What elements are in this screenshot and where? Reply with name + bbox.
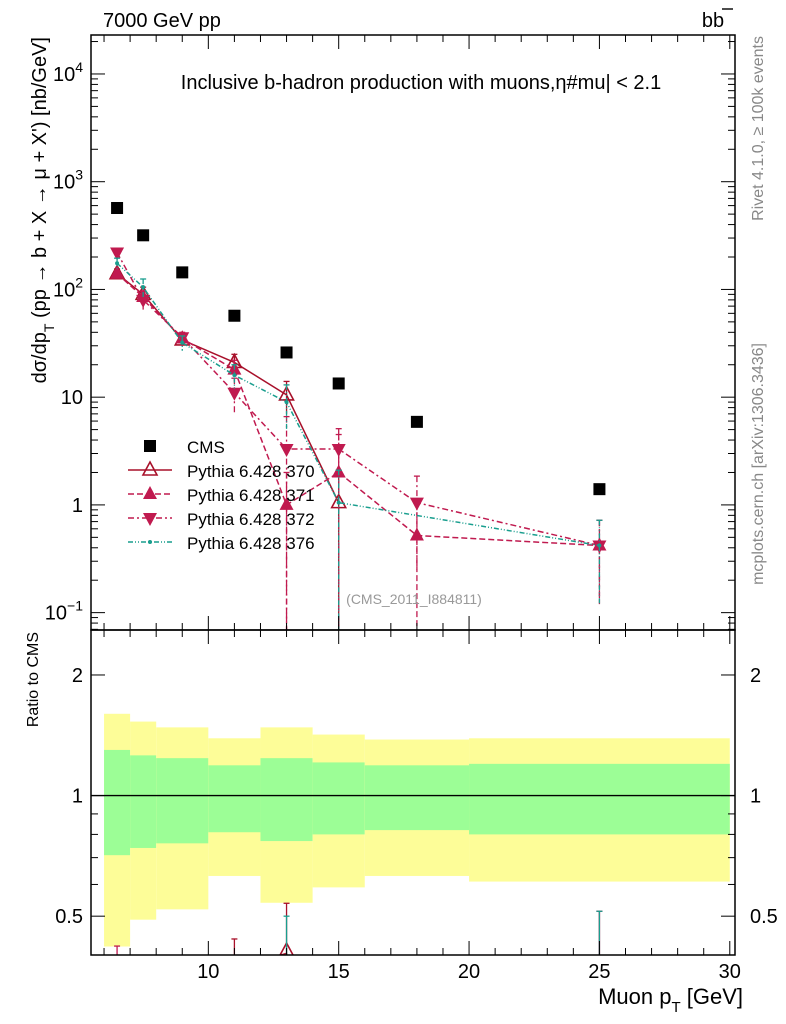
y-axis-label: dσ/dpT (pp → b + X → μ + X') [nb/GeV] [29,37,57,383]
x-tick-label: 10 [197,961,219,983]
ratio-inner-band [104,749,131,856]
series-cms-point [228,309,241,322]
main-plot-area [108,202,607,630]
header-left: 7000 GeV pp [103,10,221,32]
series-pythia-6-428-376-point [232,373,237,378]
ratio-plot-area [114,902,603,955]
series-pythia-6-428-372-ratio [114,910,603,955]
x-tick-label: 25 [588,961,610,983]
series-pythia-6-428-371-line [116,273,600,547]
ratio-y-tick-label-right: 0.5 [750,906,778,928]
series-pythia-6-428-372-point [136,294,151,308]
series-cms-point [410,415,423,428]
x-tick-label: 20 [458,961,480,983]
series-pythia-6-428-372-point [409,497,424,511]
series-pythia-6-428-370-ratio-point [279,941,294,955]
ratio-inner-band [364,765,470,831]
series-pythia-6-428-376-point [141,285,146,290]
rivet-label: Rivet 4.1.0, ≥ 100k events [750,36,767,221]
series-pythia-6-428-372-point [279,444,294,458]
legend-marker [143,513,157,526]
legend-label: Pythia 6.428 371 [187,486,315,505]
series-pythia-6-428-372 [110,247,607,630]
legend-marker [144,440,156,452]
header-right: bb [702,10,724,32]
series-cms-point [176,266,189,279]
ratio-inner-band [208,765,261,833]
legend-marker [148,540,152,544]
series-pythia-6-428-376-point [284,400,289,405]
series-pythia-6-428-370-ratio [231,902,294,955]
series-pythia-6-428-372-point [110,247,125,261]
series-pythia-6-428-371 [110,265,607,630]
watermark: (CMS_2011_I884811) [346,591,482,607]
ratio-inner-band [260,758,313,842]
series-pythia-6-428-376-point [180,340,185,345]
series-pythia-6-428-372-line [116,252,600,547]
ratio-frame [90,629,736,956]
legend-label: CMS [187,438,225,457]
series-cms-point [137,229,150,242]
series-cms [111,202,606,496]
series-cms-point [280,346,293,359]
main-title: Inclusive b-hadron production with muons… [181,72,661,94]
legend-marker [141,460,159,476]
y-tick-label: 10 [61,387,83,409]
x-axis-label: Muon pT [GeV] [598,984,743,1016]
ratio-inner-band [312,762,365,835]
ratio-y-tick-label: 2 [72,665,83,687]
y-tick-label: 102 [53,274,83,301]
y-tick-label: 10−1 [45,598,83,625]
y-tick-label: 1 [72,495,83,517]
legend-marker [143,486,157,499]
y-tick-label: 104 [53,59,83,86]
ratio-y-tick-label: 1 [72,786,83,808]
ratio-y-axis-label: Ratio to CMS [25,632,42,727]
ratio-y-tick-label: 0.5 [55,906,83,928]
legend-label: Pythia 6.428 376 [187,534,315,553]
y-tick-label: 103 [53,167,83,194]
series-cms-point [332,377,345,390]
ratio-y-tick-label-right: 1 [750,786,761,808]
legend-label: Pythia 6.428 372 [187,510,315,529]
series-pythia-6-428-372-point [227,387,242,401]
series-pythia-6-428-376-point [336,500,341,505]
series-pythia-6-428-376-point [115,261,120,266]
x-tick-label: 15 [328,961,350,983]
series-pythia-6-428-371-point [110,265,125,279]
ratio-inner-band [130,755,157,848]
series-pythia-6-428-376 [114,257,603,630]
mcplots-label: mcplots.cern.ch [arXiv:1306.3436] [750,343,767,585]
series-cms-point [593,483,606,496]
legend-label: Pythia 6.428 370 [187,462,315,481]
series-cms-point [111,202,124,215]
x-tick-label: 30 [719,961,741,983]
series-pythia-6-428-376-point [597,543,602,548]
ratio-inner-band [469,763,730,835]
ratio-inner-band [156,758,209,844]
series-pythia-6-428-372-point [331,444,346,458]
ratio-y-tick-label-right: 2 [750,665,761,687]
